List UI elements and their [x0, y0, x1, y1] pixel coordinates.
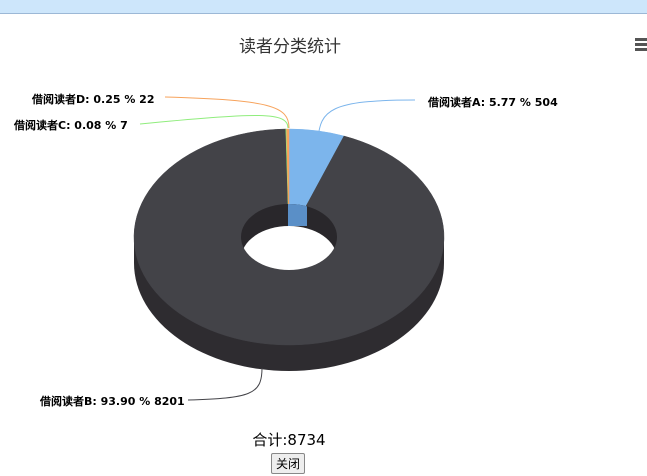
hamburger-menu-icon[interactable]: [635, 38, 647, 53]
data-label-c: 借阅读者C: 0.08 % 7: [13, 118, 128, 132]
window-top-bar: [0, 0, 647, 14]
chart-title: 读者分类统计: [239, 37, 341, 57]
close-button[interactable]: 关闭: [271, 453, 306, 474]
data-label-b: 借阅读者B: 93.90 % 8201: [39, 394, 185, 408]
connector-a: [317, 99, 416, 141]
connector-d: [164, 96, 290, 129]
connector-c: [139, 114, 289, 129]
total-text: 合计:8734: [252, 431, 326, 449]
connector-b: [187, 367, 263, 401]
data-label-d: 借阅读者D: 0.25 % 22: [31, 92, 155, 106]
slice-a-inner-wall: [288, 204, 307, 226]
donut-hole: [241, 226, 337, 270]
data-label-a: 借阅读者A: 5.77 % 504: [427, 95, 558, 109]
